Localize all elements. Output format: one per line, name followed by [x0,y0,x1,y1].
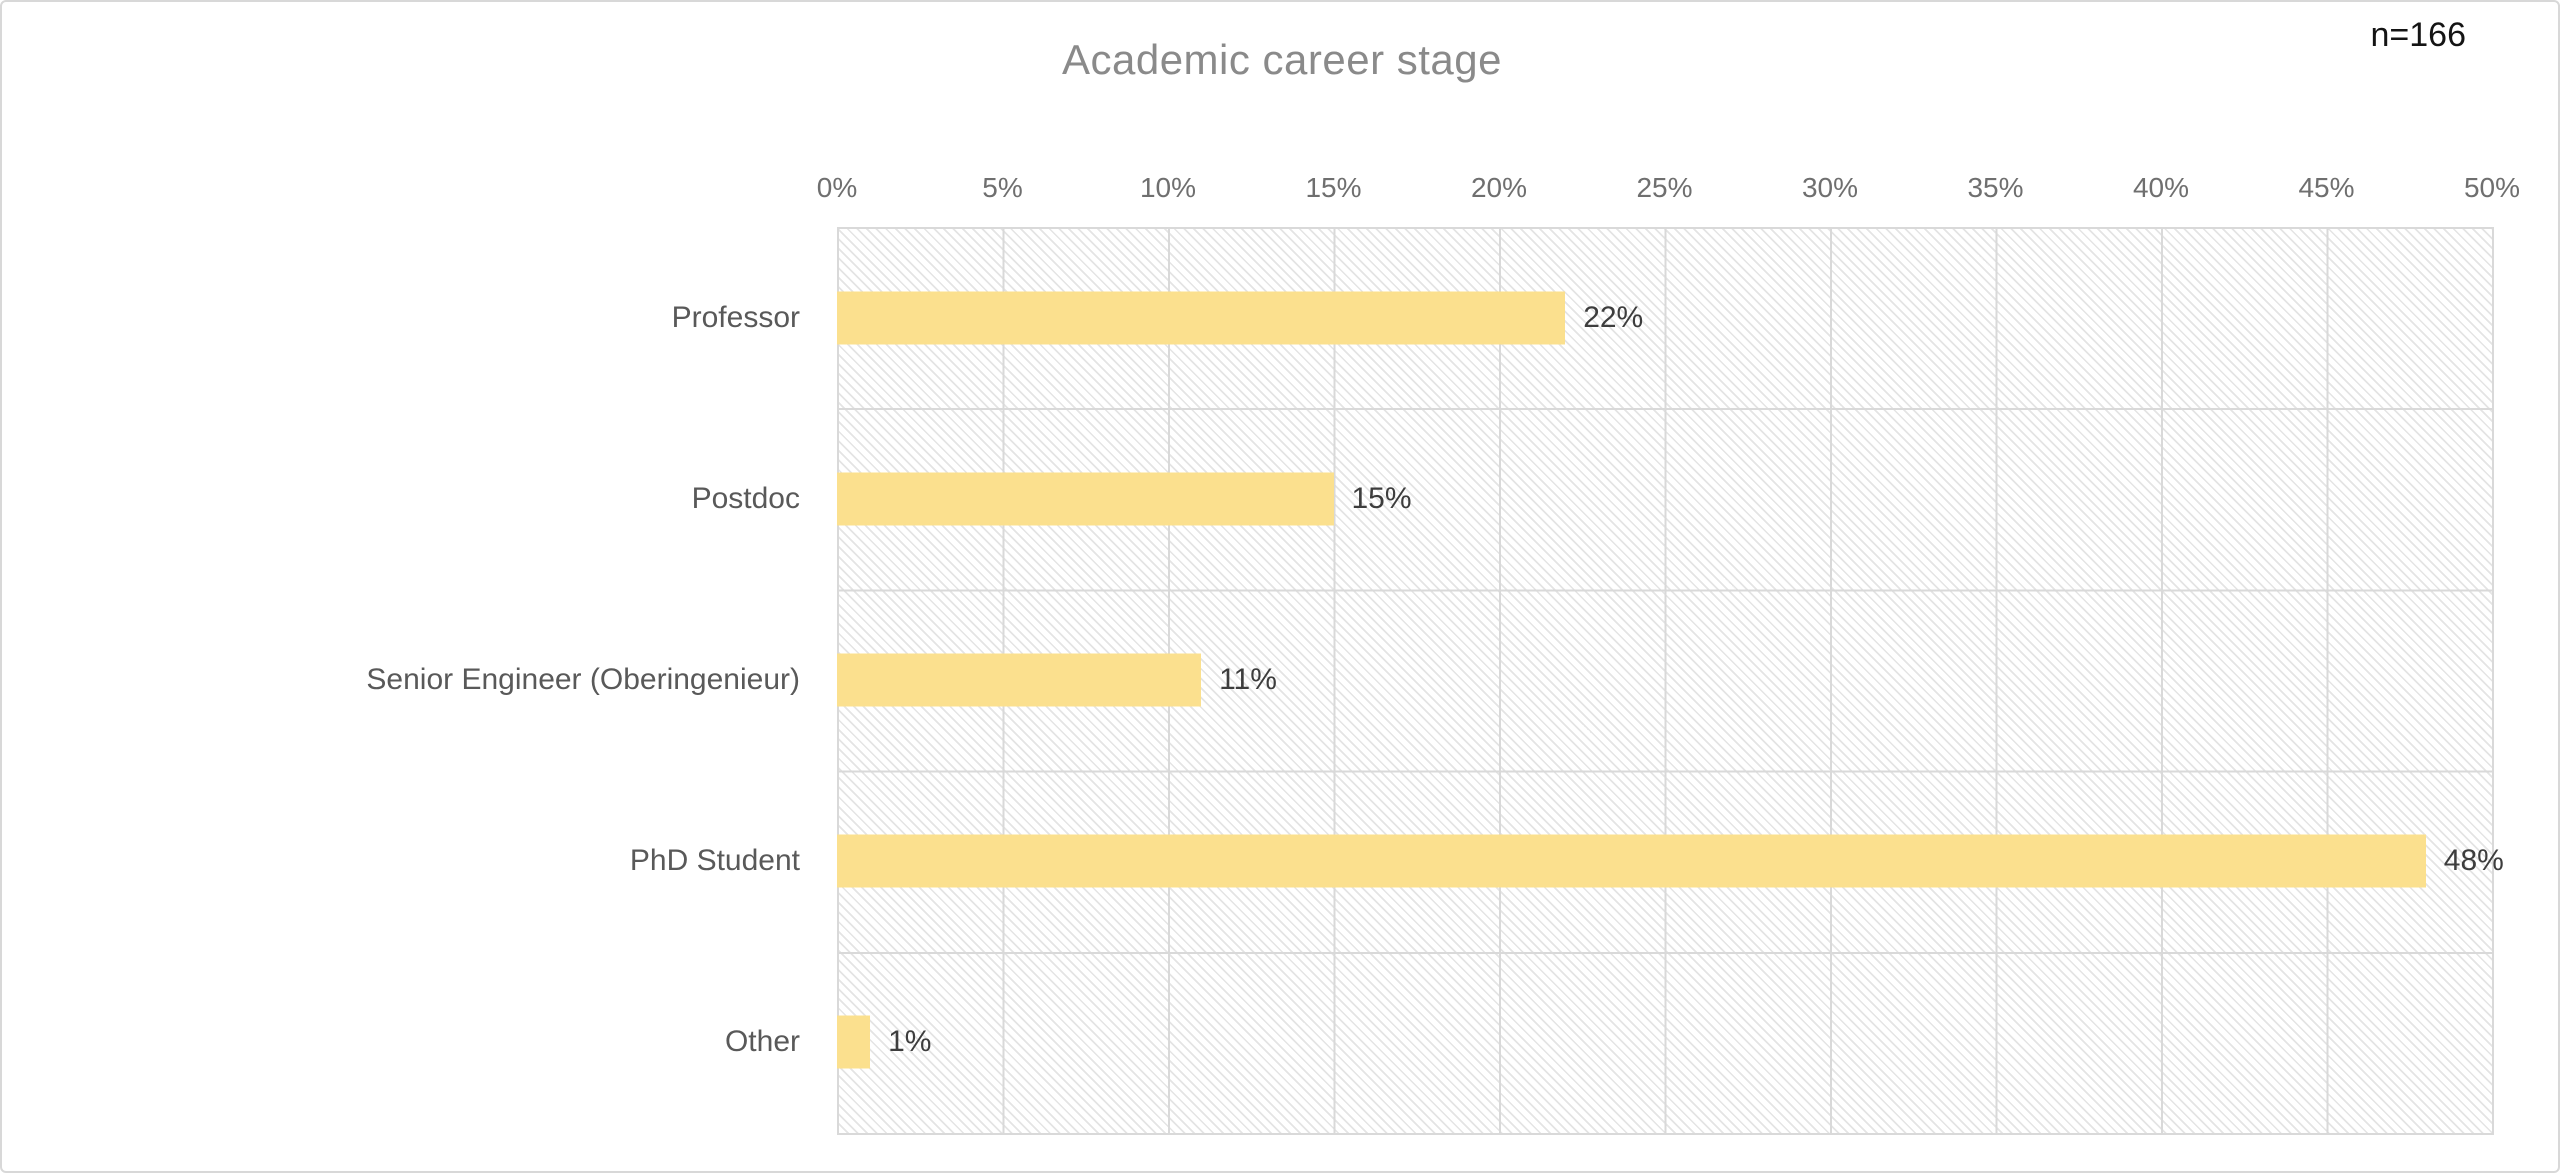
bar [837,834,2426,888]
category-label: Senior Engineer (Oberingenieur) [366,663,800,696]
sample-size-annotation: n=166 [2370,16,2467,54]
bar [837,1015,871,1069]
x-axis-tick-label: 30% [1801,172,1859,203]
x-axis-tick-label: 10% [1139,172,1197,203]
x-axis-tick-label: 50% [2463,172,2521,203]
bar-value-label: 11% [1219,663,1277,696]
x-axis-tick-labels: 0% 5% 10% 15% 20% 25% 30% 35% 40% 45% 50% [2,160,2558,216]
x-axis-tick-label: 5% [982,172,1023,203]
x-axis-tick-label: 20% [1470,172,1528,203]
bar [837,291,1566,345]
bar-value-label: 15% [1351,481,1412,515]
x-axis-tick-label: 35% [1967,172,2024,203]
x-axis-tick-label: 25% [1636,172,1693,203]
bar-value-label: 22% [1583,300,1644,334]
x-axis-tick-label: 40% [2132,172,2190,203]
plot-area: 22% 15% 11% 48% 1% [837,227,2504,1135]
category-label: Postdoc [691,481,800,515]
category-label: PhD Student [629,844,800,878]
category-label: Professor [671,300,800,334]
bar-value-label: 1% [888,1025,932,1059]
chart-title: Academic career stage [1061,36,1503,83]
x-axis-tick-label: 45% [2298,172,2355,203]
category-label: Other [724,1025,800,1059]
bar [837,472,1334,526]
bar [837,653,1202,707]
x-axis-tick-label: 15% [1305,172,1362,203]
y-axis-category-labels: Professor Postdoc Senior Engineer (Obering… [2,227,800,1133]
bar-value-label: 48% [2443,844,2504,878]
x-axis-tick-label: 0% [816,172,858,203]
